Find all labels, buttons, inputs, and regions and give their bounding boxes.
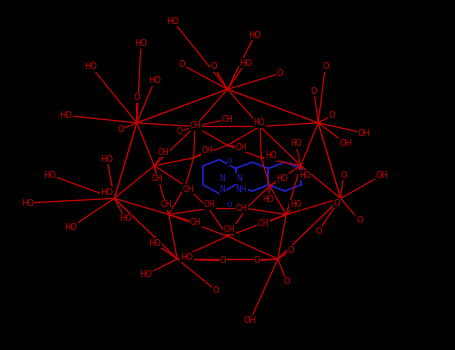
Text: N: N xyxy=(219,184,225,194)
Text: OH: OH xyxy=(190,121,202,131)
Text: HO: HO xyxy=(44,170,56,180)
Text: O: O xyxy=(117,125,124,134)
Text: OH: OH xyxy=(224,225,236,234)
Text: HO: HO xyxy=(148,239,161,248)
Text: O: O xyxy=(288,246,294,255)
Text: O: O xyxy=(340,170,347,180)
Text: HO: HO xyxy=(135,39,147,48)
Text: O: O xyxy=(177,127,182,136)
Text: HO: HO xyxy=(119,214,131,223)
Text: HO: HO xyxy=(85,62,97,71)
Text: O: O xyxy=(315,226,322,236)
Text: O: O xyxy=(227,202,233,208)
Text: OH: OH xyxy=(158,148,170,157)
Text: HO: HO xyxy=(21,198,34,208)
Text: HO: HO xyxy=(263,195,274,204)
Text: OH: OH xyxy=(235,204,247,213)
Text: OH: OH xyxy=(244,316,257,325)
Text: HO: HO xyxy=(180,253,193,262)
Text: OH: OH xyxy=(258,219,270,229)
Text: O: O xyxy=(356,216,363,225)
Text: HO: HO xyxy=(290,139,302,148)
Text: O: O xyxy=(133,93,140,103)
Text: O: O xyxy=(227,158,233,164)
Text: OH: OH xyxy=(203,200,215,209)
Text: OH: OH xyxy=(339,139,352,148)
Text: HO: HO xyxy=(101,188,113,197)
Text: OH: OH xyxy=(160,200,172,209)
Text: NH: NH xyxy=(235,185,247,194)
Text: OH: OH xyxy=(376,170,389,180)
Text: HO: HO xyxy=(290,200,302,209)
Text: OH: OH xyxy=(151,174,163,183)
Text: OH: OH xyxy=(358,128,370,138)
Text: HO: HO xyxy=(299,170,311,180)
Text: HO: HO xyxy=(265,151,277,160)
Text: O: O xyxy=(179,60,185,69)
Text: N: N xyxy=(236,174,242,183)
Text: HO: HO xyxy=(60,111,72,120)
Text: HO: HO xyxy=(101,155,113,164)
Text: O: O xyxy=(334,198,340,208)
Text: OH: OH xyxy=(235,142,247,152)
Text: HO: HO xyxy=(239,58,252,68)
Text: HO: HO xyxy=(253,118,265,127)
Text: OH: OH xyxy=(222,114,233,124)
Text: O: O xyxy=(254,256,260,265)
Text: OH: OH xyxy=(190,218,202,227)
Text: O: O xyxy=(277,69,283,78)
Text: HO: HO xyxy=(276,174,288,183)
Text: OH: OH xyxy=(183,184,195,194)
Text: OH: OH xyxy=(201,146,213,155)
Text: HO: HO xyxy=(139,270,152,279)
Text: O: O xyxy=(213,286,219,295)
Text: HO: HO xyxy=(248,30,261,40)
Text: O: O xyxy=(220,256,226,265)
Text: O: O xyxy=(329,111,335,120)
Text: HO: HO xyxy=(167,16,179,26)
Text: N: N xyxy=(219,174,225,183)
Text: O: O xyxy=(311,86,317,96)
Text: O: O xyxy=(211,62,217,71)
Text: O: O xyxy=(322,62,329,71)
Text: HO: HO xyxy=(148,76,161,85)
Text: HO: HO xyxy=(64,223,77,232)
Text: O: O xyxy=(283,277,290,286)
